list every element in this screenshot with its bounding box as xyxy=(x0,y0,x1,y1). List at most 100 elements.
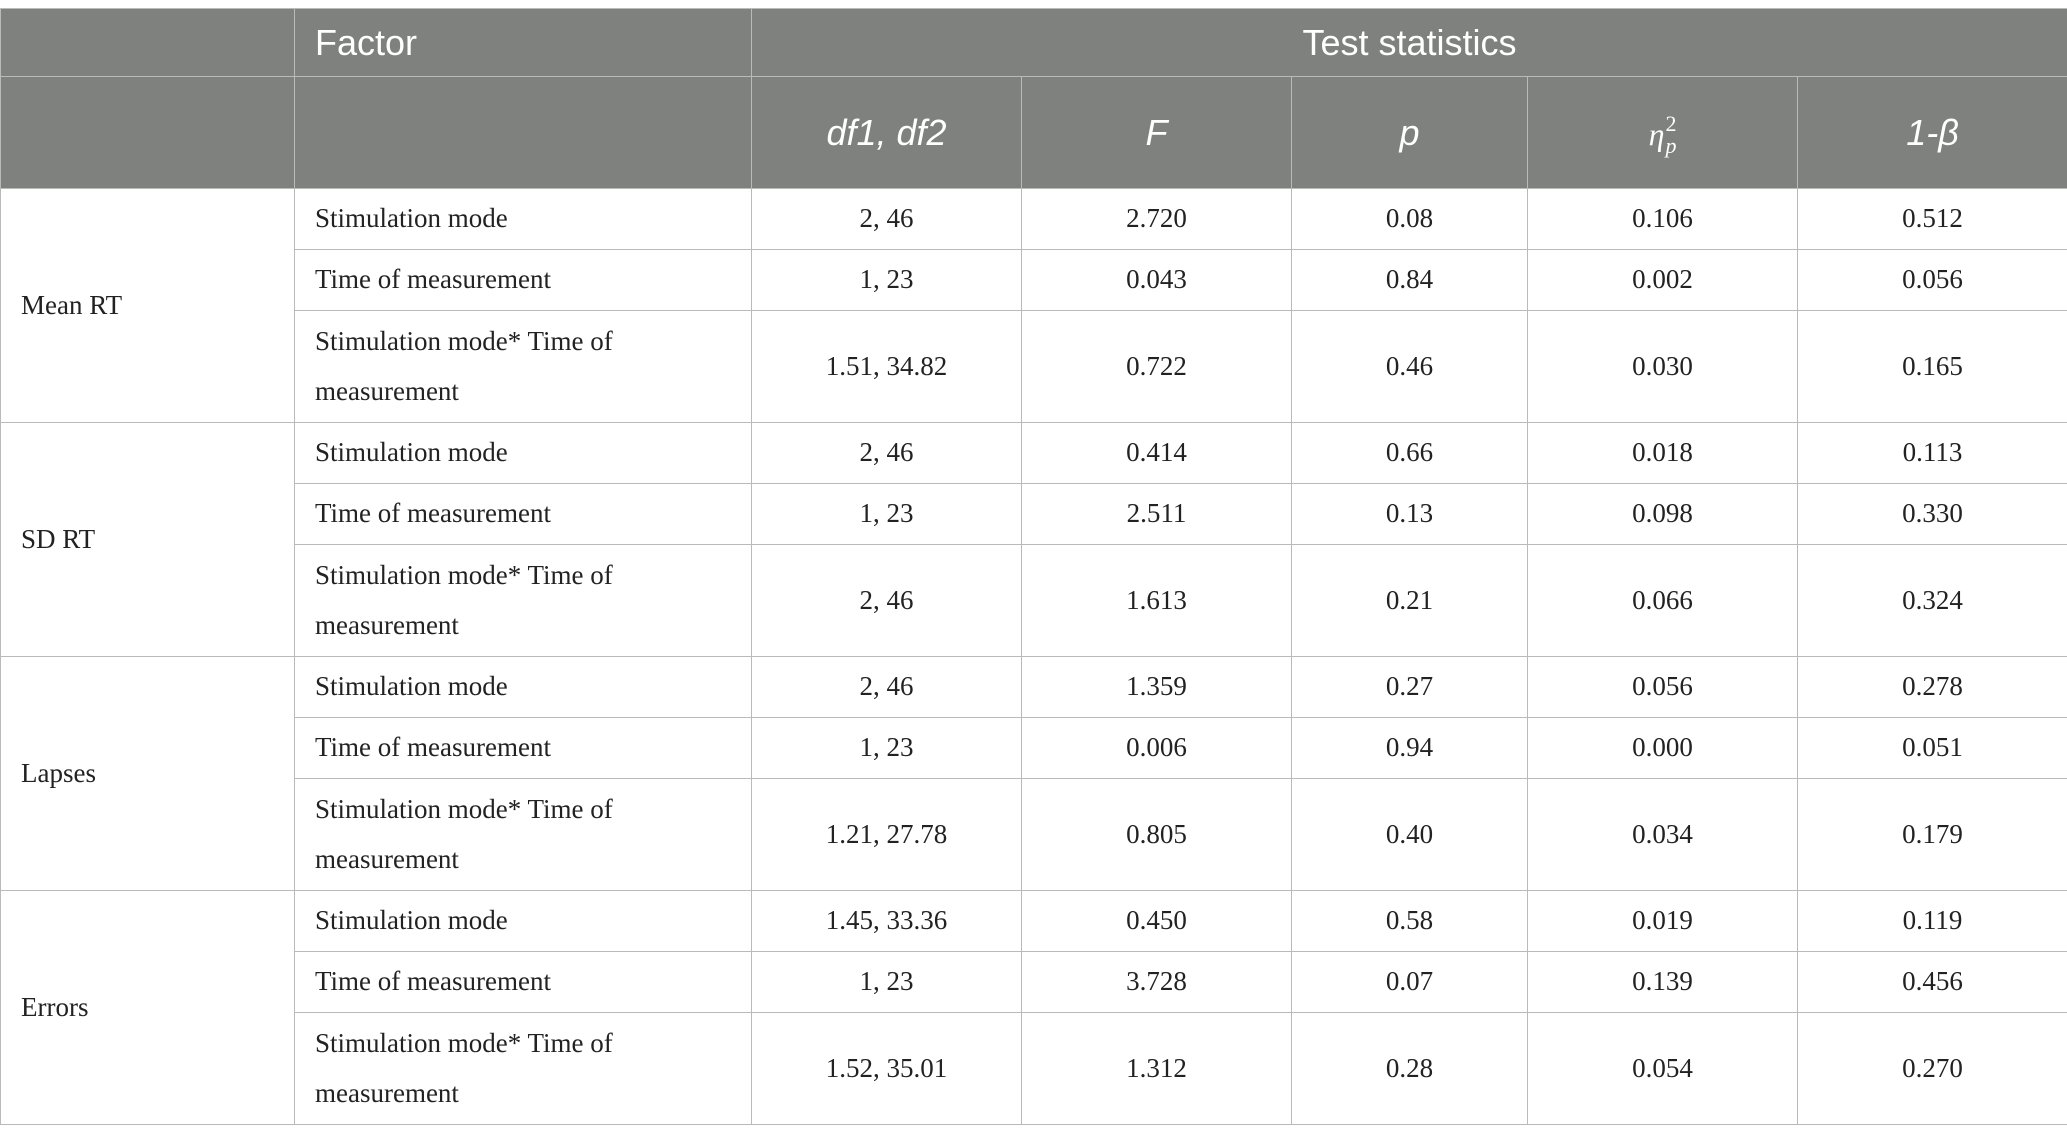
cell-eta: 0.018 xyxy=(1527,422,1798,484)
cell-factor: Stimulation mode* Time of measurement xyxy=(294,310,752,423)
cell-power: 0.330 xyxy=(1796,483,2067,545)
cell-power: 0.270 xyxy=(1796,1012,2067,1125)
table-row: Stimulation mode* Time of measurement 1.5… xyxy=(1,1012,2067,1125)
cell-p: 0.58 xyxy=(1291,890,1528,952)
table-row: Time of measurement 1, 23 0.043 0.84 0.002 0.… xyxy=(1,249,2067,311)
table-row: Time of measurement 1, 23 3.728 0.07 0.139 0.… xyxy=(1,951,2067,1013)
cell-df: 1, 23 xyxy=(751,483,1022,545)
statistics-table: Factor Test statistics df1, df2 F p η2p … xyxy=(0,8,2067,1125)
cell-p: 0.46 xyxy=(1291,310,1528,423)
cell-factor: Stimulation mode xyxy=(294,422,752,484)
cell-factor: Stimulation mode* Time of measurement xyxy=(294,778,752,891)
cell-df: 1.51, 34.82 xyxy=(751,310,1022,423)
cell-df: 2, 46 xyxy=(751,656,1022,718)
cell-eta: 0.019 xyxy=(1527,890,1798,952)
cell-eta: 0.054 xyxy=(1527,1012,1798,1125)
cell-factor: Time of measurement xyxy=(294,717,752,779)
cell-df: 1.21, 27.78 xyxy=(751,778,1022,891)
cell-power: 0.056 xyxy=(1796,249,2067,311)
cell-df: 2, 46 xyxy=(751,188,1022,250)
cell-eta: 0.002 xyxy=(1527,249,1798,311)
table-row: Errors Stimulation mode 1.45, 33.36 0.450 0.… xyxy=(0,890,2067,1125)
cell-factor: Stimulation mode xyxy=(294,656,752,718)
group-label: Errors xyxy=(0,890,295,1125)
cell-eta: 0.139 xyxy=(1527,951,1798,1013)
cell-df: 2, 46 xyxy=(751,544,1022,657)
cell-df: 1, 23 xyxy=(751,249,1022,311)
table-row: Stimulation mode* Time of measurement 1.5… xyxy=(1,310,2067,423)
cell-f: 0.450 xyxy=(1021,890,1292,952)
header-df: df1, df2 xyxy=(751,76,1022,189)
cell-power: 0.179 xyxy=(1796,778,2067,891)
cell-p: 0.08 xyxy=(1291,188,1528,250)
header-row-1: Factor Test statistics xyxy=(0,8,2067,77)
header-p: p xyxy=(1291,76,1528,189)
cell-power: 0.324 xyxy=(1796,544,2067,657)
cell-p: 0.66 xyxy=(1291,422,1528,484)
cell-power: 0.456 xyxy=(1796,951,2067,1013)
eta-symbol: η2p xyxy=(1648,112,1677,156)
cell-p: 0.94 xyxy=(1291,717,1528,779)
table-row: SD RT Stimulation mode 2, 46 0.414 0.66 0.018… xyxy=(0,422,2067,657)
header-blank-cell xyxy=(294,76,752,189)
cell-eta: 0.098 xyxy=(1527,483,1798,545)
header-partial-eta-squared: η2p xyxy=(1527,76,1798,189)
cell-power: 0.113 xyxy=(1796,422,2067,484)
group-label: SD RT xyxy=(0,422,295,657)
cell-eta: 0.034 xyxy=(1527,778,1798,891)
cell-power: 0.278 xyxy=(1796,656,2067,718)
table-row: Time of measurement 1, 23 2.511 0.13 0.098 0.… xyxy=(1,483,2067,545)
cell-factor: Time of measurement xyxy=(294,483,752,545)
cell-f: 1.613 xyxy=(1021,544,1292,657)
cell-df: 1.52, 35.01 xyxy=(751,1012,1022,1125)
cell-factor: Time of measurement xyxy=(294,951,752,1013)
cell-f: 1.312 xyxy=(1021,1012,1292,1125)
cell-df: 1.45, 33.36 xyxy=(751,890,1022,952)
cell-eta: 0.066 xyxy=(1527,544,1798,657)
cell-f: 0.414 xyxy=(1021,422,1292,484)
cell-p: 0.07 xyxy=(1291,951,1528,1013)
eta-base: η xyxy=(1648,115,1665,152)
cell-factor: Time of measurement xyxy=(294,249,752,311)
header-power: 1-β xyxy=(1796,76,2067,189)
cell-df: 1, 23 xyxy=(751,717,1022,779)
cell-power: 0.165 xyxy=(1796,310,2067,423)
header-test-statistics: Test statistics xyxy=(750,8,2067,77)
table-header: Factor Test statistics df1, df2 F p η2p … xyxy=(0,8,2067,189)
cell-p: 0.28 xyxy=(1291,1012,1528,1125)
cell-power: 0.512 xyxy=(1796,188,2067,250)
cell-f: 2.511 xyxy=(1021,483,1292,545)
cell-eta: 0.056 xyxy=(1527,656,1798,718)
cell-f: 3.728 xyxy=(1021,951,1292,1013)
cell-f: 0.722 xyxy=(1021,310,1292,423)
cell-eta: 0.106 xyxy=(1527,188,1798,250)
cell-df: 2, 46 xyxy=(751,422,1022,484)
cell-df: 1, 23 xyxy=(751,951,1022,1013)
group-label: Mean RT xyxy=(0,188,295,423)
group-label: Lapses xyxy=(0,656,295,891)
table-row: Stimulation mode* Time of measurement 2, … xyxy=(1,544,2067,657)
cell-f: 1.359 xyxy=(1021,656,1292,718)
cell-eta: 0.030 xyxy=(1527,310,1798,423)
header-blank-cell xyxy=(0,76,295,189)
header-f: F xyxy=(1021,76,1292,189)
cell-p: 0.40 xyxy=(1291,778,1528,891)
cell-factor: Stimulation mode xyxy=(294,188,752,250)
header-row-2: df1, df2 F p η2p 1-β xyxy=(0,76,2067,189)
cell-power: 0.119 xyxy=(1796,890,2067,952)
cell-eta: 0.000 xyxy=(1527,717,1798,779)
header-blank-cell xyxy=(0,8,295,77)
cell-f: 0.805 xyxy=(1021,778,1292,891)
cell-p: 0.27 xyxy=(1291,656,1528,718)
cell-factor: Stimulation mode* Time of measurement xyxy=(294,1012,752,1125)
eta-subscript: p xyxy=(1665,132,1677,158)
table-body: Mean RT Stimulation mode 2, 46 2.720 0.08 0.1… xyxy=(0,188,2067,1125)
cell-factor: Stimulation mode xyxy=(294,890,752,952)
table-row: Stimulation mode* Time of measurement 1.2… xyxy=(1,778,2067,891)
cell-p: 0.21 xyxy=(1291,544,1528,657)
cell-f: 2.720 xyxy=(1021,188,1292,250)
cell-p: 0.13 xyxy=(1291,483,1528,545)
cell-factor: Stimulation mode* Time of measurement xyxy=(294,544,752,657)
eta-superscript: 2 xyxy=(1665,110,1677,136)
cell-f: 0.006 xyxy=(1021,717,1292,779)
